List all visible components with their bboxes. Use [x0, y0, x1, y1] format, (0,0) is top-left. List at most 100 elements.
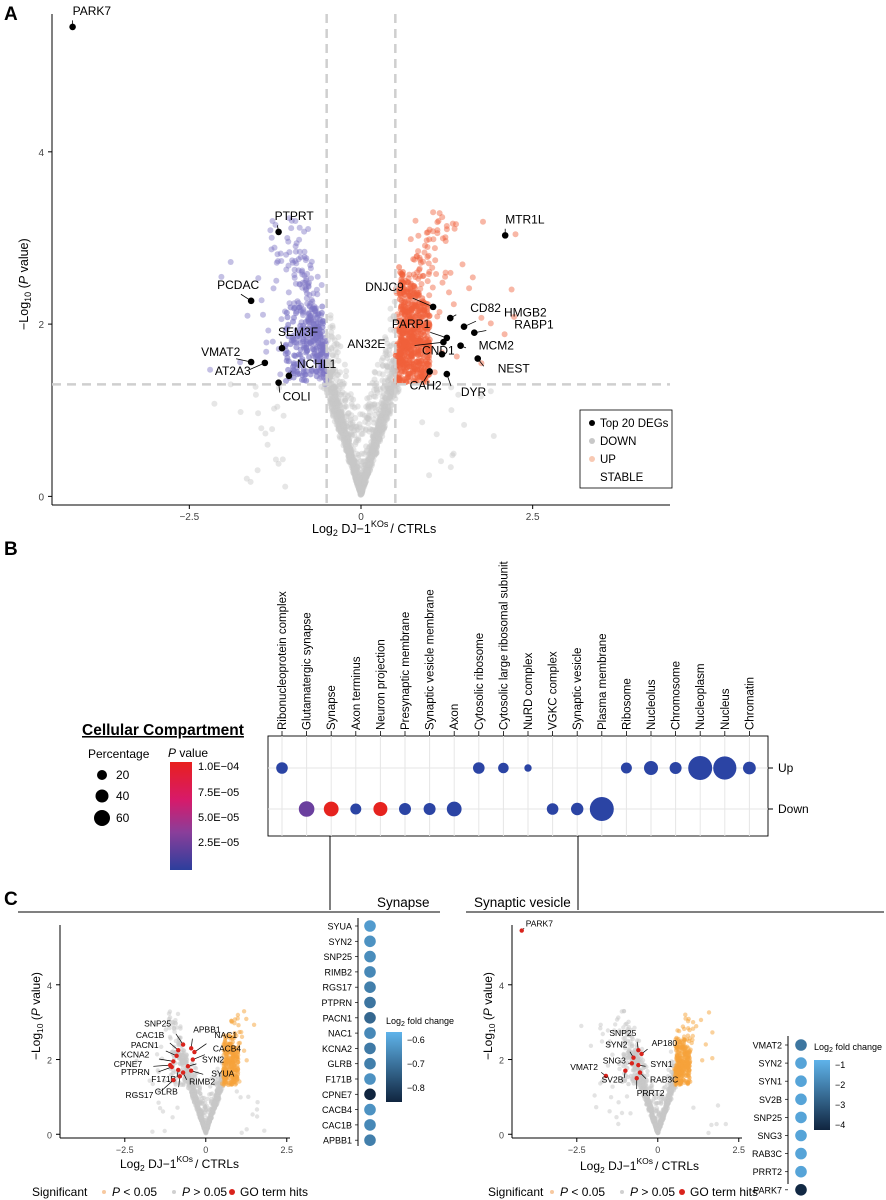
gene-point: [348, 459, 355, 466]
gene-point: [347, 455, 354, 461]
gene-point: [244, 1058, 249, 1063]
gene-point: [236, 1022, 241, 1028]
gene-point: [205, 1096, 210, 1102]
gene-point: [357, 484, 364, 491]
gene-point: [358, 483, 365, 490]
gene-point: [348, 412, 355, 419]
hit-label: SYN2: [202, 1054, 224, 1064]
gene-point: [355, 480, 362, 487]
gene-point: [447, 464, 454, 471]
gene-point: [426, 226, 433, 233]
gene-point: [362, 475, 369, 482]
row-label-down: Down: [778, 802, 809, 816]
gene-point: [371, 401, 378, 408]
gene-point: [644, 1099, 650, 1105]
panel-a-ylabel: −Log10 (P value): [17, 238, 33, 330]
top-deg-label: NCHL1: [297, 357, 337, 371]
gene-point: [370, 444, 377, 450]
gene-point-up: [402, 338, 408, 345]
gene-point: [347, 451, 354, 457]
gene-point: [362, 470, 369, 477]
gene-point: [354, 426, 361, 433]
gene-point: [333, 405, 340, 411]
gene-point: [333, 340, 340, 347]
gene-point: [690, 1033, 695, 1039]
gene-point: [329, 383, 336, 389]
gene-point: [330, 385, 337, 392]
gene-point: [361, 481, 368, 488]
gene-point: [387, 386, 394, 393]
go-hit-point: [636, 1047, 641, 1053]
gene-point: [352, 465, 359, 472]
gene-point: [340, 442, 347, 449]
gene-point: [244, 1127, 249, 1132]
gene-point: [439, 279, 446, 286]
gene-point: [382, 395, 389, 402]
gene-point: [370, 416, 377, 423]
gene-point: [378, 427, 385, 434]
gene-point: [350, 458, 357, 465]
gene-point: [429, 284, 436, 291]
gene-point: [278, 316, 285, 323]
gene-point-down: [626, 1081, 631, 1087]
gene-point: [378, 400, 385, 407]
gene-point: [395, 386, 402, 392]
gene-point: [324, 366, 331, 373]
gene-point: [396, 370, 403, 377]
top-deg-point: [278, 344, 286, 352]
gene-point: [350, 465, 357, 472]
y-tick-label: 0: [38, 492, 44, 503]
gene-point: [310, 290, 317, 297]
gene-point: [352, 477, 359, 484]
gene-point: [354, 479, 361, 485]
gene-point: [354, 477, 361, 484]
gene-point: [366, 459, 373, 466]
gene-point: [368, 439, 375, 445]
gene-point: [384, 410, 391, 417]
gene-point: [337, 408, 344, 415]
gene-point: [349, 419, 356, 426]
gene-point: [346, 448, 353, 455]
gene-point: [334, 399, 341, 406]
gene-point: [359, 486, 366, 493]
gene-point-up: [229, 1080, 234, 1085]
gene-point: [360, 482, 367, 489]
panel-c-letter: C: [4, 889, 18, 910]
gene-point: [342, 447, 349, 454]
gene-point: [332, 391, 339, 398]
compartment-dot: [298, 801, 315, 817]
gene-point: [426, 472, 433, 479]
gene-point: [337, 411, 344, 418]
gene-point: [387, 399, 394, 406]
gene-point: [350, 457, 357, 464]
gene-point: [341, 427, 347, 434]
gene-point: [368, 445, 375, 452]
gene-point: [579, 1023, 584, 1029]
gene-point: [619, 1009, 624, 1014]
gene-point: [388, 401, 395, 408]
gene-point: [360, 475, 367, 482]
gene-point: [336, 420, 343, 426]
gene-point: [723, 1121, 728, 1127]
gene-point: [366, 451, 373, 458]
gene-point: [298, 268, 305, 275]
gene-point: [178, 1035, 183, 1040]
gene-point: [255, 410, 262, 417]
gene-point: [364, 470, 371, 477]
gene-point: [357, 411, 364, 418]
gene-point: [339, 415, 345, 422]
gene-point: [369, 444, 376, 451]
gene-point: [436, 309, 443, 315]
category-label: VGKC complex: [548, 651, 560, 730]
synapse-title: Synapse: [377, 895, 430, 910]
top-deg-label: VMAT2: [201, 345, 240, 359]
gene-point: [379, 412, 385, 419]
gene-point: [446, 289, 452, 296]
gene-point: [370, 444, 377, 451]
gene-point: [337, 428, 344, 435]
gene-point: [355, 484, 362, 491]
gene-point: [347, 445, 354, 452]
gene-point: [361, 476, 367, 483]
gene-point: [372, 428, 379, 435]
gene-point: [377, 432, 384, 439]
